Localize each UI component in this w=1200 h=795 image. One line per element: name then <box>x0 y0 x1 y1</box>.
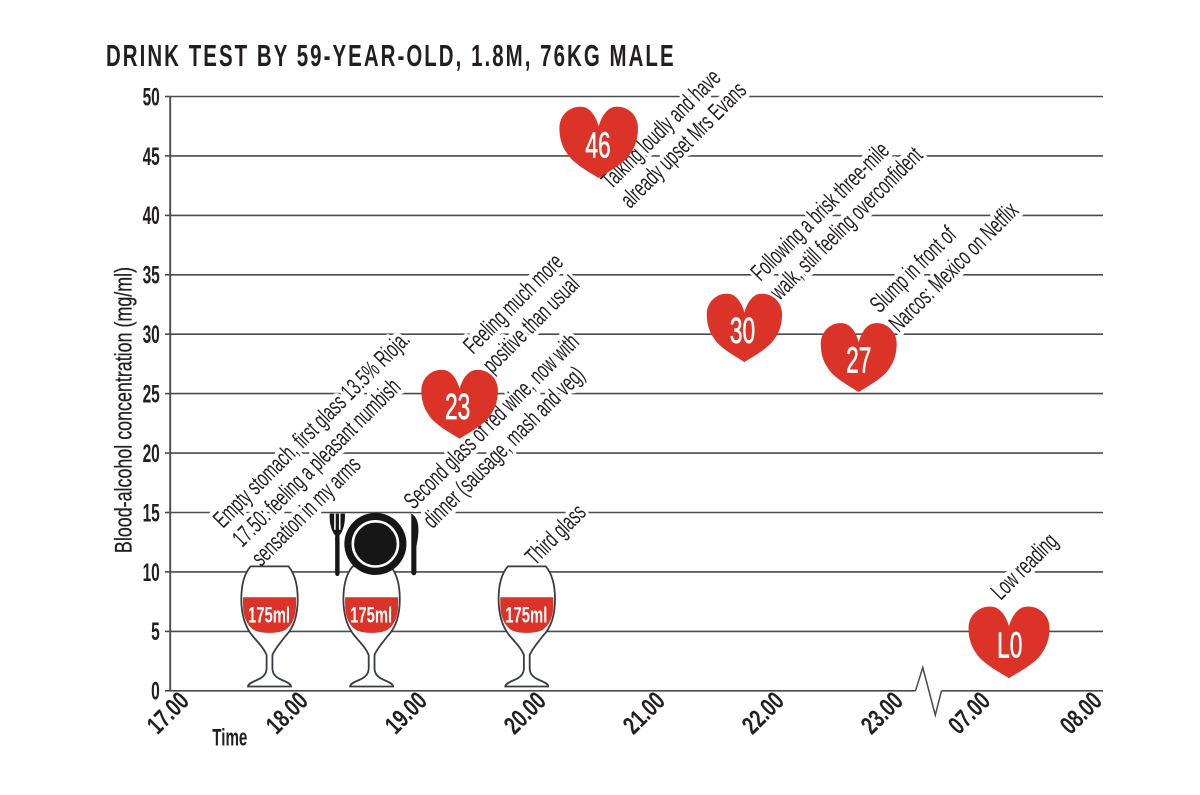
svg-text:5: 5 <box>151 619 160 647</box>
svg-text:40: 40 <box>143 203 160 231</box>
svg-text:175ml: 175ml <box>350 604 392 629</box>
svg-text:35: 35 <box>143 262 160 290</box>
svg-text:23: 23 <box>445 388 470 427</box>
svg-text:175ml: 175ml <box>248 604 290 629</box>
svg-text:30: 30 <box>730 312 755 351</box>
svg-text:DRINK TEST BY 59-YEAR-OLD, 1.8: DRINK TEST BY 59-YEAR-OLD, 1.8M, 76KG MA… <box>106 38 674 73</box>
svg-text:0: 0 <box>151 678 160 706</box>
svg-text:10: 10 <box>143 559 160 587</box>
svg-text:15: 15 <box>143 500 160 528</box>
svg-text:Blood-alcohol concentration (m: Blood-alcohol concentration (mg/ml) <box>111 267 137 553</box>
svg-text:Time: Time <box>212 725 247 751</box>
svg-text:45: 45 <box>143 143 160 171</box>
svg-text:30: 30 <box>143 321 160 349</box>
svg-text:50: 50 <box>143 84 160 112</box>
svg-text:20: 20 <box>143 440 160 468</box>
svg-text:46: 46 <box>585 126 610 165</box>
svg-text:L0: L0 <box>997 626 1022 665</box>
svg-text:25: 25 <box>143 381 160 409</box>
svg-text:175ml: 175ml <box>505 604 547 629</box>
svg-text:27: 27 <box>846 341 871 380</box>
